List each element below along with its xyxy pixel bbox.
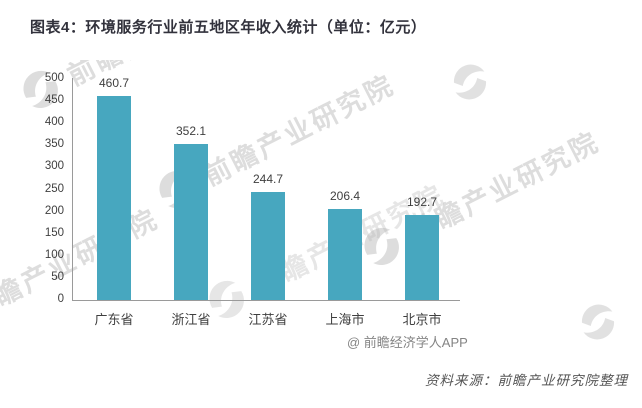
y-tick-label: 500 bbox=[44, 72, 64, 84]
bar-value-label: 244.7 bbox=[252, 172, 284, 186]
bar bbox=[97, 96, 131, 300]
source-note: 资料来源：前瞻产业研究院整理 bbox=[425, 373, 628, 388]
app-credit: @ 前瞻经济学人APP bbox=[347, 335, 468, 350]
y-tick-label: 350 bbox=[44, 138, 64, 151]
bar-value-label: 460.7 bbox=[98, 76, 130, 90]
y-tick-label: 450 bbox=[44, 94, 64, 107]
y-tick-label: 300 bbox=[44, 160, 64, 173]
y-tick-label: 150 bbox=[44, 226, 64, 239]
bar-value-label: 192.7 bbox=[406, 195, 438, 209]
bar bbox=[251, 192, 285, 300]
y-tick-label: 50 bbox=[51, 270, 64, 283]
bar-value-label: 352.1 bbox=[175, 124, 207, 138]
y-tick-label: 0 bbox=[57, 293, 64, 305]
x-category-label: 江苏省 bbox=[248, 312, 288, 327]
bar bbox=[328, 209, 362, 300]
x-category-label: 浙江省 bbox=[171, 312, 211, 327]
x-category-label: 上海市 bbox=[325, 312, 365, 327]
bar bbox=[405, 215, 439, 300]
bar-chart-plot: 0 50 100 150 200 250 300 350 400 450 500 460.7 广东省 35… bbox=[0, 60, 642, 408]
bar bbox=[174, 144, 208, 300]
chart-title: 图表4：环境服务行业前五地区年收入统计（单位：亿元） bbox=[30, 19, 427, 36]
y-tick-label: 400 bbox=[44, 116, 64, 129]
bar-value-label: 206.4 bbox=[329, 189, 361, 203]
y-tick-label: 200 bbox=[44, 204, 64, 217]
x-category-label: 广东省 bbox=[94, 312, 134, 327]
y-tick-label: 100 bbox=[44, 248, 64, 261]
x-axis-line bbox=[72, 300, 460, 301]
y-axis-line bbox=[72, 78, 73, 301]
x-category-label: 北京市 bbox=[402, 312, 442, 327]
y-tick-label: 250 bbox=[44, 182, 64, 195]
